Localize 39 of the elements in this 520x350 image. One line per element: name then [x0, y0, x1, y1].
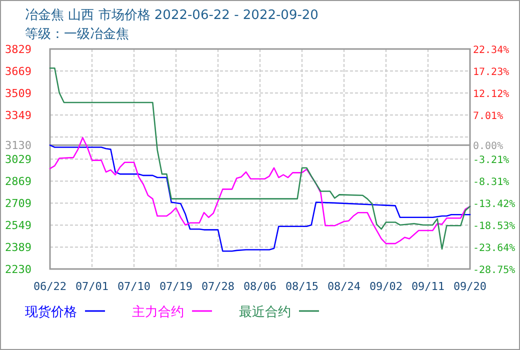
- y2-tick-label: 22.34%: [473, 45, 510, 56]
- y-tick-label: 3509: [5, 87, 32, 100]
- legend-label: 最近合约: [239, 305, 291, 320]
- y2-tick-label: -8.31%: [473, 176, 510, 188]
- y-tick-label: 2389: [5, 241, 32, 254]
- y2-tick-label: -18.53%: [473, 220, 516, 232]
- line-series: [49, 67, 471, 250]
- y2-tick-label: -28.75%: [473, 265, 516, 276]
- y-tick-label: 2549: [5, 219, 32, 232]
- y2-tick-label: -13.42%: [473, 198, 516, 210]
- y-tick-label: 3829: [5, 43, 32, 56]
- y-tick-label: 3029: [5, 153, 32, 166]
- chart-subtitle: 等级：一级冶金焦: [25, 27, 129, 42]
- x-tick-label: 09/11: [411, 280, 445, 293]
- legend-label: 现货价格: [25, 305, 77, 320]
- x-tick-label: 07/28: [201, 280, 235, 293]
- chart-title: 冶金焦 山西 市场价格 2022-06-22 - 2022-09-20: [25, 8, 318, 23]
- y2-tick-label: 12.12%: [473, 89, 510, 100]
- y-tick-label: 2230: [5, 263, 32, 276]
- y2-tick-label: 0.00%: [473, 141, 504, 152]
- y-tick-label: 3130: [5, 139, 32, 152]
- y-tick-label: 2869: [5, 175, 32, 188]
- y2-tick-label: -23.64%: [473, 242, 516, 254]
- y-tick-label: 3669: [5, 65, 32, 78]
- x-tick-label: 07/01: [75, 280, 109, 293]
- x-tick-label: 06/22: [33, 280, 67, 293]
- x-tick-label: 07/10: [117, 280, 151, 293]
- x-tick-label: 07/19: [159, 280, 193, 293]
- x-tick-label: 08/24: [327, 280, 361, 293]
- y-tick-label: 2709: [5, 197, 32, 210]
- x-tick-label: 09/02: [369, 280, 403, 293]
- y2-tick-label: 7.01%: [473, 111, 504, 122]
- legend-label: 主力合约: [132, 304, 184, 320]
- y2-tick-label: -3.21%: [473, 155, 510, 166]
- x-tick-label: 09/20: [453, 280, 487, 293]
- y2-tick-label: 17.23%: [473, 67, 510, 78]
- x-tick-label: 08/15: [285, 280, 319, 293]
- x-tick-label: 08/06: [243, 280, 277, 293]
- y-tick-label: 3349: [5, 109, 32, 122]
